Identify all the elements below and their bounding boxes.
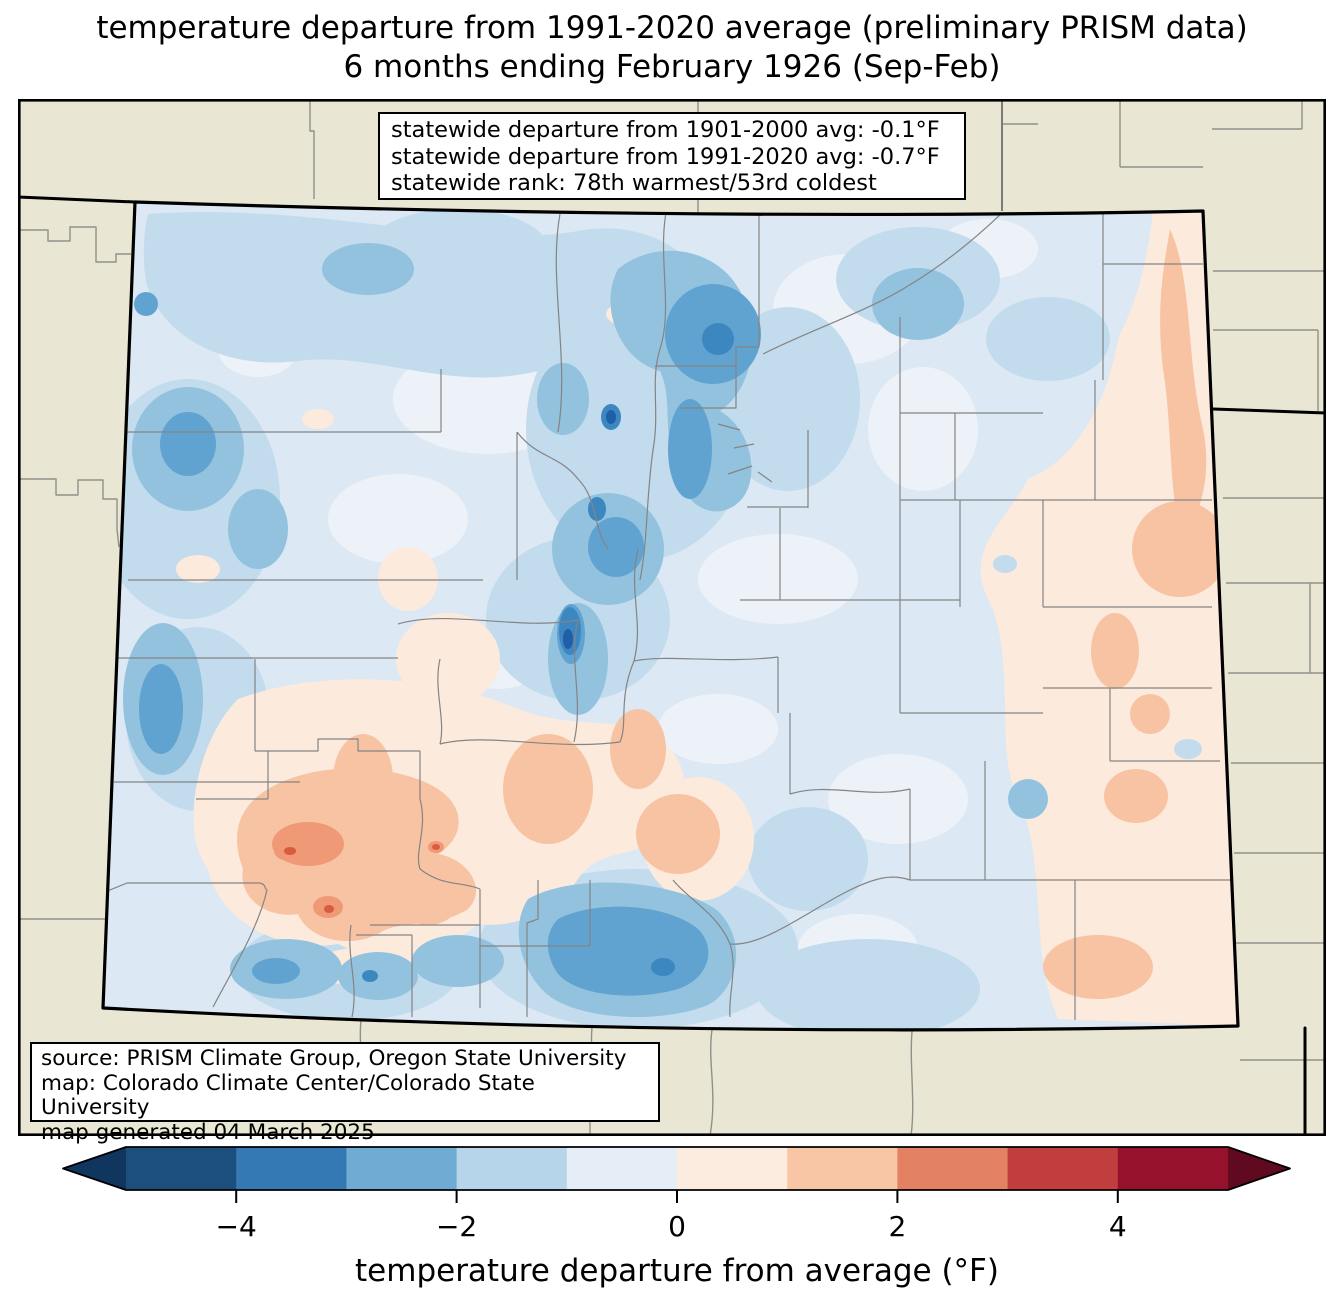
- source-line-3: map generated 04 March 2025: [41, 1119, 375, 1145]
- state-border: [101, 200, 1240, 1032]
- colorbar-outline: [62, 1146, 1291, 1191]
- county-lines: [104, 211, 1232, 1020]
- neighbor-state-borders: [18, 195, 1326, 1136]
- stats-line-2: statewide departure from 1991-2020 avg: …: [391, 143, 940, 170]
- page-title: temperature departure from 1991-2020 ave…: [0, 9, 1344, 87]
- anomaly-salmon: [237, 229, 1228, 999]
- colorbar-tick-label: −2: [436, 1210, 477, 1243]
- source-line-1: source: PRISM Climate Group, Oregon Stat…: [41, 1046, 627, 1071]
- title-line-1: temperature departure from 1991-2020 ave…: [96, 10, 1248, 46]
- colorbar-tick-label: 0: [668, 1210, 686, 1243]
- colorbar-segment: [346, 1147, 458, 1190]
- colorbar-over-arrow: [1228, 1147, 1290, 1190]
- colorbar-tick-label: −4: [216, 1210, 257, 1243]
- colorbar-segment: [677, 1147, 788, 1190]
- colorbar-tick-label: 4: [1109, 1210, 1127, 1243]
- source-line-2: map: Colorado Climate Center/Colorado St…: [41, 1070, 535, 1120]
- colorado-map: [18, 99, 1326, 1136]
- colorbar-ticks: [235, 1190, 1119, 1203]
- anomaly-overlay-light: [993, 315, 1202, 759]
- colorbar-segment: [1007, 1147, 1119, 1190]
- colorbar-segment: [787, 1147, 898, 1190]
- map-panel: statewide departure from 1901-2000 avg: …: [18, 99, 1326, 1144]
- colorbar: −4 −2 0 2 4 temperature departure from a…: [0, 1143, 1344, 1299]
- anomaly-red-spots: [284, 844, 440, 913]
- neighbor-county-lines: [18, 99, 1326, 1136]
- colorbar-segment: [1117, 1147, 1229, 1190]
- title-line-2: 6 months ending February 1926 (Sep-Feb): [343, 49, 1001, 85]
- colorbar-segment: [126, 1147, 237, 1190]
- colorbar-segments: [126, 1147, 1229, 1190]
- colorbar-segment: [897, 1147, 1009, 1190]
- colorbar-under-arrow: [63, 1147, 126, 1190]
- colorbar-tick-label: 2: [888, 1210, 906, 1243]
- colorbar-segment: [236, 1147, 347, 1190]
- stats-box: statewide departure from 1901-2000 avg: …: [378, 112, 966, 200]
- stats-line-1: statewide departure from 1901-2000 avg: …: [391, 117, 940, 143]
- colorbar-segment: [456, 1147, 568, 1190]
- panel-border: [18, 99, 1326, 1136]
- source-box: source: PRISM Climate Group, Oregon Stat…: [30, 1042, 660, 1144]
- stats-line-3: statewide rank: 78th warmest/53rd coldes…: [391, 170, 877, 196]
- anomaly-darkest-blue: [563, 410, 616, 649]
- colorbar-axis-label: temperature departure from average (°F): [355, 1253, 999, 1289]
- state-interior: [103, 202, 1238, 1030]
- colorbar-segment: [566, 1147, 678, 1190]
